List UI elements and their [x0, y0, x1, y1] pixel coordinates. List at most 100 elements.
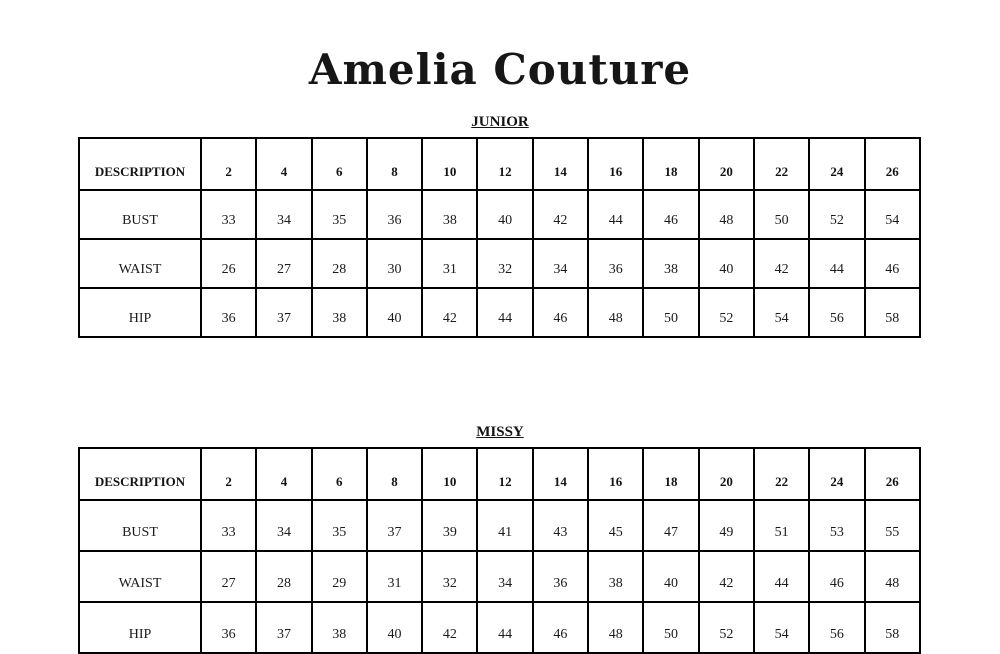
measurement-label-cell: WAIST: [78, 550, 202, 603]
measurement-value-cell: 37: [255, 601, 313, 654]
measurement-value-cell: 44: [808, 238, 866, 289]
missy-section-title: MISSY: [476, 424, 524, 440]
size-header-cell: 22: [752, 137, 811, 191]
size-header-cell: 8: [365, 137, 424, 191]
size-header-cell: 16: [587, 137, 645, 191]
size-header-cell: 22: [752, 447, 811, 501]
measurement-value-cell: 41: [476, 499, 534, 552]
measurement-value-cell: 52: [697, 601, 755, 654]
measurement-value-cell: 37: [255, 287, 313, 338]
measurement-value-cell: 36: [587, 238, 645, 289]
size-header-cell: 20: [697, 137, 755, 191]
measurement-value-cell: 40: [642, 550, 700, 603]
measurement-row: WAIST 27 28 29 31 32 34 36 38 40 42 44 46 48: [78, 550, 922, 603]
size-header-cell: 4: [255, 447, 313, 501]
measurement-value-cell: 34: [255, 189, 313, 240]
measurement-value-cell: 28: [255, 550, 313, 603]
size-header-cell: 14: [531, 137, 590, 191]
measurement-value-cell: 50: [642, 601, 700, 654]
measurement-label-cell: BUST: [78, 499, 202, 552]
measurement-value-cell: 55: [863, 499, 922, 552]
size-header-cell: 14: [531, 447, 590, 501]
measurement-label-cell: HIP: [78, 287, 202, 338]
measurement-row: BUST 33 34 35 36 38 40 42 44 46 48 50 52 54: [78, 189, 922, 240]
measurement-value-cell: 40: [476, 189, 534, 240]
brand-logo: Amelia Couture: [308, 45, 692, 94]
size-header-cell: 20: [697, 447, 755, 501]
measurement-value-cell: 35: [310, 189, 368, 240]
size-header-cell: 12: [476, 137, 534, 191]
measurement-value-cell: 54: [752, 287, 811, 338]
measurement-value-cell: 47: [642, 499, 700, 552]
measurement-value-cell: 26: [199, 238, 258, 289]
measurement-value-cell: 38: [642, 238, 700, 289]
junior-section-title: JUNIOR: [471, 114, 529, 130]
measurement-value-cell: 58: [863, 601, 922, 654]
size-header-cell: 8: [365, 447, 424, 501]
measurement-row: HIP 36 37 38 40 42 44 46 48 50 52 54 56 58: [78, 601, 922, 654]
size-header-cell: 18: [642, 447, 700, 501]
measurement-value-cell: 53: [808, 499, 866, 552]
measurement-value-cell: 31: [421, 238, 479, 289]
description-header-cell: DESCRIPTION: [78, 447, 202, 501]
measurement-value-cell: 50: [642, 287, 700, 338]
measurement-value-cell: 42: [697, 550, 755, 603]
measurement-value-cell: 48: [697, 189, 755, 240]
measurement-value-cell: 33: [199, 189, 258, 240]
measurement-value-cell: 44: [476, 287, 534, 338]
measurement-value-cell: 46: [531, 601, 590, 654]
measurement-value-cell: 48: [587, 601, 645, 654]
size-header-cell: 16: [587, 447, 645, 501]
header-row: DESCRIPTION 2 4 6 8 10 12 14 16 18 20 22 24 26: [78, 137, 922, 191]
measurement-value-cell: 42: [421, 601, 479, 654]
measurement-value-cell: 54: [863, 189, 922, 240]
size-header-cell: 18: [642, 137, 700, 191]
measurement-value-cell: 43: [531, 499, 590, 552]
junior-section: JUNIOR DESCRIPTION 2 4 6 8 10 12 14 16 18 20 22 24 26…: [0, 114, 1000, 338]
measurement-value-cell: 31: [365, 550, 424, 603]
measurement-value-cell: 38: [587, 550, 645, 603]
size-header-cell: 26: [863, 447, 922, 501]
header-row: DESCRIPTION 2 4 6 8 10 12 14 16 18 20 22 24 26: [78, 447, 922, 501]
measurement-value-cell: 36: [365, 189, 424, 240]
measurement-value-cell: 36: [199, 601, 258, 654]
measurement-value-cell: 38: [310, 601, 368, 654]
measurement-value-cell: 40: [365, 287, 424, 338]
measurement-value-cell: 40: [365, 601, 424, 654]
measurement-value-cell: 36: [199, 287, 258, 338]
measurement-label-cell: WAIST: [78, 238, 202, 289]
measurement-value-cell: 42: [531, 189, 590, 240]
measurement-value-cell: 27: [199, 550, 258, 603]
measurement-row: WAIST 26 27 28 30 31 32 34 36 38 40 42 44 46: [78, 238, 922, 289]
measurement-value-cell: 56: [808, 601, 866, 654]
measurement-value-cell: 44: [476, 601, 534, 654]
size-header-cell: 6: [310, 447, 368, 501]
measurement-value-cell: 58: [863, 287, 922, 338]
measurement-value-cell: 37: [365, 499, 424, 552]
measurement-value-cell: 46: [642, 189, 700, 240]
measurement-value-cell: 34: [476, 550, 534, 603]
measurement-row: HIP 36 37 38 40 42 44 46 48 50 52 54 56 58: [78, 287, 922, 338]
measurement-value-cell: 52: [808, 189, 866, 240]
measurement-value-cell: 32: [421, 550, 479, 603]
size-header-cell: 12: [476, 447, 534, 501]
measurement-value-cell: 48: [863, 550, 922, 603]
measurement-value-cell: 44: [752, 550, 811, 603]
size-header-cell: 24: [808, 447, 866, 501]
measurement-value-cell: 39: [421, 499, 479, 552]
measurement-label-cell: BUST: [78, 189, 202, 240]
measurement-value-cell: 46: [531, 287, 590, 338]
measurement-value-cell: 29: [310, 550, 368, 603]
measurement-value-cell: 46: [863, 238, 922, 289]
size-header-cell: 10: [421, 137, 479, 191]
measurement-value-cell: 42: [421, 287, 479, 338]
measurement-value-cell: 51: [752, 499, 811, 552]
measurement-value-cell: 36: [531, 550, 590, 603]
measurement-value-cell: 35: [310, 499, 368, 552]
missy-size-table: DESCRIPTION 2 4 6 8 10 12 14 16 18 20 22 24 26 BUST 33 3…: [78, 447, 922, 654]
measurement-value-cell: 34: [255, 499, 313, 552]
measurement-value-cell: 49: [697, 499, 755, 552]
size-chart-page: Amelia Couture JUNIOR DESCRIPTION 2 4 6 8 10 1…: [0, 45, 1000, 654]
measurement-value-cell: 40: [697, 238, 755, 289]
missy-section: MISSY DESCRIPTION 2 4 6 8 10 12 14 16 18 20 22 24 26 B…: [0, 424, 1000, 654]
